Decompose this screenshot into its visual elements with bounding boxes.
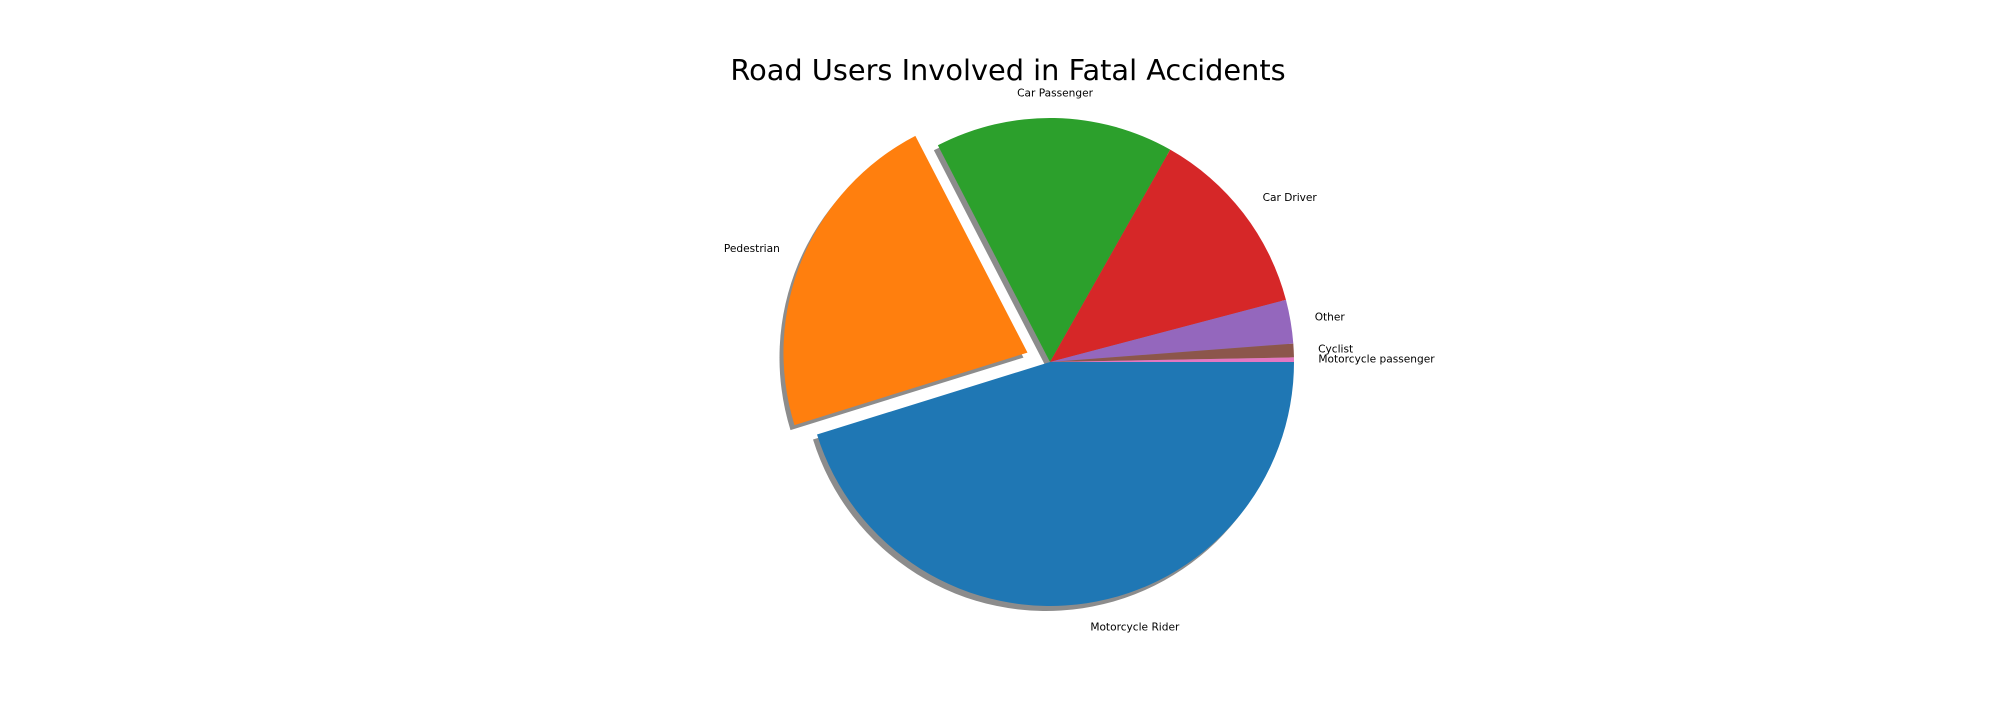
pie-slice-cyclist (1050, 343, 1294, 362)
chart-title: Road Users Involved in Fatal Accidents (730, 53, 1285, 87)
slice-label-car-driver: Car Driver (1263, 192, 1318, 204)
slice-layer (783, 118, 1294, 606)
pie-slice-motorcycle-rider (817, 362, 1294, 606)
slice-label-motorcycle-rider: Motorcycle Rider (1090, 621, 1180, 633)
slice-label-motorcycle-passenger: Motorcycle passenger (1318, 353, 1435, 365)
pie-slice-pedestrian (783, 135, 1028, 426)
pie-slice-motorcycle-passenger (1050, 357, 1294, 362)
pie-slice-car-passenger (937, 118, 1171, 362)
slice-label-other: Other (1315, 312, 1346, 324)
label-layer: Motorcycle Rider Pedestrian Car Passenger C… (724, 88, 1435, 634)
slice-label-pedestrian: Pedestrian (724, 243, 780, 255)
pie-slice-other (1050, 299, 1294, 362)
pie-slice-car-driver (1050, 149, 1286, 362)
slice-label-car-passenger: Car Passenger (1017, 88, 1094, 100)
slice-label-cyclist: Cyclist (1318, 343, 1353, 355)
